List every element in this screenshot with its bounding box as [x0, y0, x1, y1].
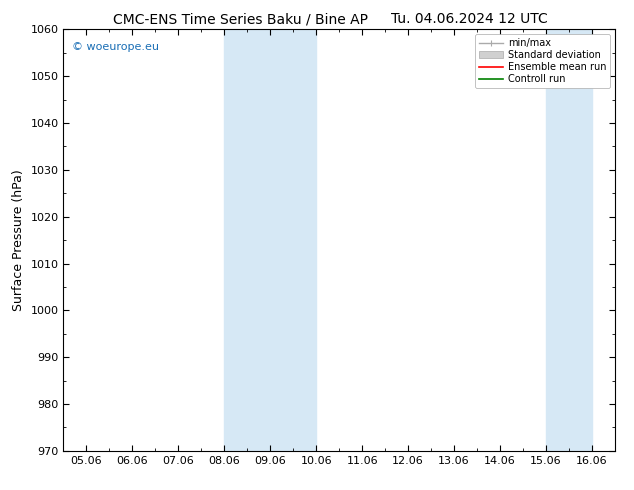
Bar — [546, 29, 592, 451]
Bar — [224, 29, 316, 451]
Legend: min/max, Standard deviation, Ensemble mean run, Controll run: min/max, Standard deviation, Ensemble me… — [475, 34, 610, 88]
Text: CMC-ENS Time Series Baku / Bine AP: CMC-ENS Time Series Baku / Bine AP — [113, 12, 368, 26]
Text: © woeurope.eu: © woeurope.eu — [72, 42, 158, 52]
Y-axis label: Surface Pressure (hPa): Surface Pressure (hPa) — [12, 169, 25, 311]
Text: Tu. 04.06.2024 12 UTC: Tu. 04.06.2024 12 UTC — [391, 12, 548, 26]
